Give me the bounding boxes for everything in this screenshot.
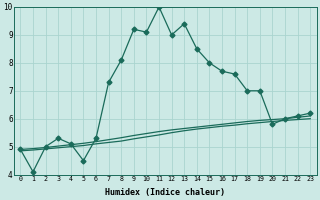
X-axis label: Humidex (Indice chaleur): Humidex (Indice chaleur) — [105, 188, 225, 197]
